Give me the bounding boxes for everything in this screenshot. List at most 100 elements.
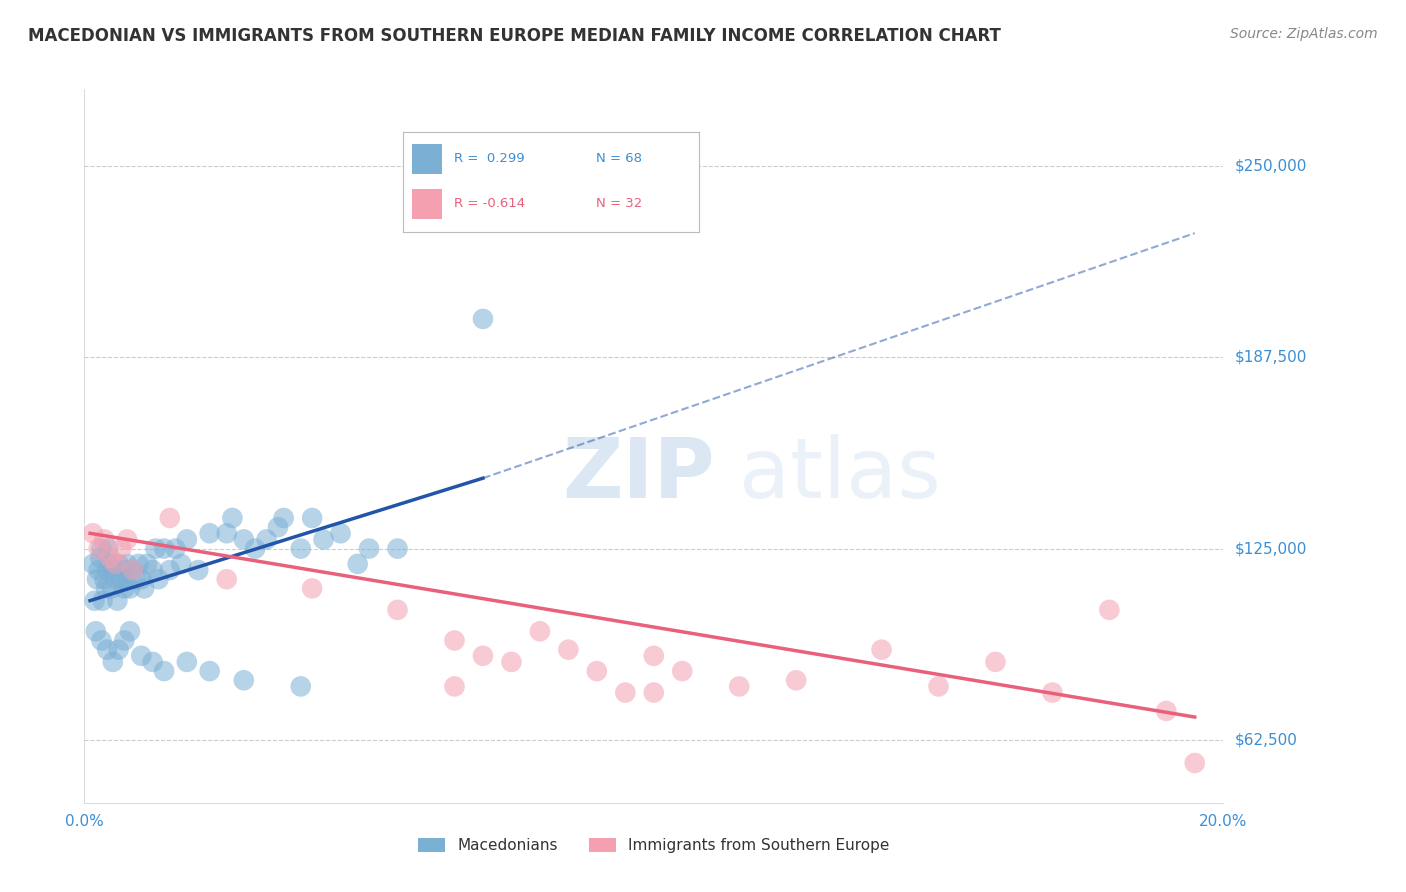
Point: [215, 572, 238, 586]
Point: [785, 673, 807, 688]
Point: [118, 624, 141, 639]
Point: [501, 655, 523, 669]
Point: [112, 582, 135, 596]
Point: [170, 557, 193, 571]
Point: [387, 603, 409, 617]
Point: [443, 680, 465, 694]
Point: [115, 557, 138, 571]
Point: [290, 541, 312, 556]
Point: [301, 582, 323, 596]
Point: [110, 541, 132, 556]
Point: [84, 624, 107, 639]
Point: [312, 533, 335, 547]
Point: [114, 572, 136, 586]
Point: [112, 563, 135, 577]
Point: [153, 664, 176, 678]
Point: [104, 557, 127, 571]
Point: [870, 642, 893, 657]
Point: [614, 685, 637, 699]
Point: [198, 526, 221, 541]
Point: [90, 541, 112, 556]
Point: [529, 624, 551, 639]
Point: [153, 541, 176, 556]
Point: [221, 511, 243, 525]
Text: atlas: atlas: [740, 434, 941, 515]
Point: [93, 533, 115, 547]
Point: [82, 526, 104, 541]
Point: [1098, 603, 1121, 617]
Text: MACEDONIAN VS IMMIGRANTS FROM SOUTHERN EUROPE MEDIAN FAMILY INCOME CORRELATION C: MACEDONIAN VS IMMIGRANTS FROM SOUTHERN E…: [28, 27, 1001, 45]
Point: [472, 648, 495, 663]
Point: [232, 533, 254, 547]
Point: [329, 526, 352, 541]
Point: [89, 550, 111, 565]
Point: [1042, 685, 1064, 699]
Point: [290, 680, 312, 694]
Point: [93, 572, 115, 586]
Point: [127, 557, 149, 571]
Point: [198, 664, 221, 678]
Point: [984, 655, 1007, 669]
Point: [387, 541, 409, 556]
Point: [91, 593, 114, 607]
Point: [121, 563, 143, 577]
Text: $250,000: $250,000: [1234, 158, 1306, 173]
Point: [118, 582, 141, 596]
Point: [557, 642, 579, 657]
Text: $187,500: $187,500: [1234, 350, 1306, 365]
Point: [586, 664, 609, 678]
Point: [124, 572, 146, 586]
Point: [176, 655, 198, 669]
Point: [671, 664, 693, 678]
Point: [301, 511, 323, 525]
Point: [134, 582, 156, 596]
Point: [96, 563, 118, 577]
Text: $125,000: $125,000: [1234, 541, 1306, 556]
Point: [928, 680, 950, 694]
Point: [87, 563, 110, 577]
Text: Source: ZipAtlas.com: Source: ZipAtlas.com: [1230, 27, 1378, 41]
Point: [232, 673, 254, 688]
Point: [96, 642, 118, 657]
Point: [82, 557, 104, 571]
Point: [110, 572, 132, 586]
Point: [98, 557, 121, 571]
Point: [245, 541, 267, 556]
Point: [148, 572, 170, 586]
Point: [131, 648, 153, 663]
Text: ZIP: ZIP: [562, 434, 716, 515]
Point: [165, 541, 187, 556]
Point: [346, 557, 368, 571]
Point: [159, 563, 181, 577]
Point: [105, 593, 128, 607]
Point: [472, 312, 495, 326]
Point: [1184, 756, 1206, 770]
Point: [107, 642, 129, 657]
Point: [643, 685, 665, 699]
Point: [131, 572, 153, 586]
Point: [136, 557, 159, 571]
Point: [359, 541, 381, 556]
Point: [121, 563, 143, 577]
Point: [94, 582, 117, 596]
Point: [728, 680, 751, 694]
Point: [267, 520, 290, 534]
Point: [107, 557, 129, 571]
Point: [256, 533, 278, 547]
Point: [100, 582, 122, 596]
Point: [98, 550, 121, 565]
Point: [115, 533, 138, 547]
Point: [90, 633, 112, 648]
Point: [215, 526, 238, 541]
Point: [87, 541, 110, 556]
Point: [159, 511, 181, 525]
Point: [145, 541, 167, 556]
Point: [443, 633, 465, 648]
Point: [83, 593, 105, 607]
Point: [643, 648, 665, 663]
Point: [142, 563, 165, 577]
Point: [273, 511, 295, 525]
Point: [1156, 704, 1178, 718]
Point: [101, 655, 124, 669]
Point: [86, 572, 108, 586]
